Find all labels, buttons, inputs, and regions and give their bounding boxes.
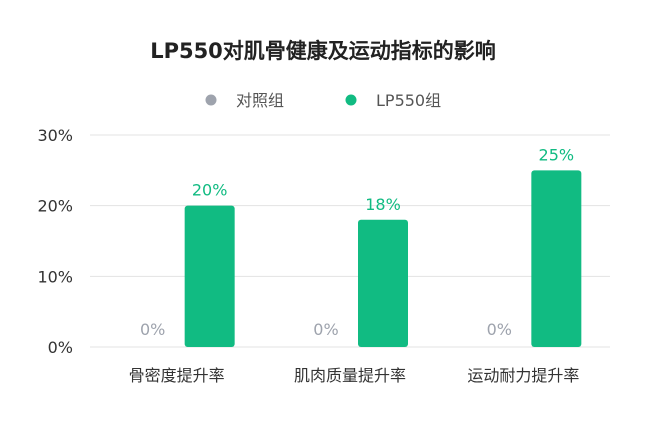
chart-title: LP550对肌骨健康及运动指标的影响 [150,39,496,63]
bar-value-label: 0% [487,320,512,339]
y-tick-label: 20% [37,197,73,216]
x-tick-label: 运动耐力提升率 [467,366,579,385]
bar-value-label: 25% [539,145,575,164]
bar-value-label: 18% [365,195,401,214]
y-tick-label: 30% [37,126,73,145]
bar-labels: 0% 20% 0% 18% 0% 25% [140,145,574,339]
x-axis-labels: 骨密度提升率 肌肉质量提升率 运动耐力提升率 [129,366,580,385]
bar-value-label: 20% [192,181,228,200]
bar-lp550 [184,205,235,347]
legend-label-control: 对照组 [236,91,284,110]
legend-swatch-control [205,94,217,106]
legend-item-control: 对照组 [205,91,284,110]
y-tick-label: 0% [48,338,73,357]
legend-swatch-lp550 [345,94,357,106]
x-tick-label: 肌肉质量提升率 [294,366,406,385]
x-tick-label: 骨密度提升率 [129,366,225,385]
legend-label-lp550: LP550组 [376,91,441,110]
bar-value-label: 0% [140,320,165,339]
y-axis-labels: 0% 10% 20% 30% [37,126,73,357]
bar-lp550 [531,170,582,347]
bars [184,170,582,347]
bar-lp550 [358,219,408,347]
grid-lines [90,134,610,348]
bar-value-label: 0% [313,320,338,339]
legend-item-lp550: LP550组 [345,91,441,110]
legend: 对照组 LP550组 [205,91,441,110]
y-tick-label: 10% [37,267,73,286]
